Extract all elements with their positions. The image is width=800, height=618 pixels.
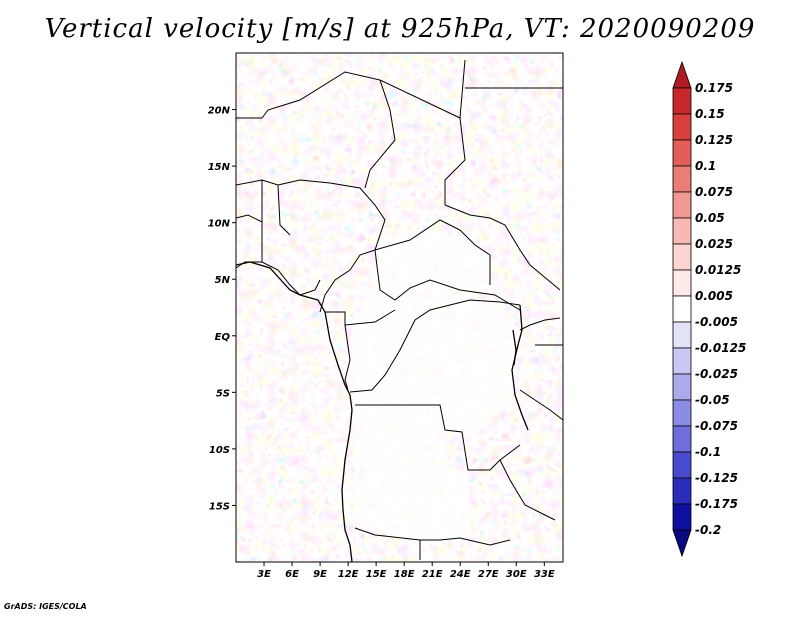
colorbar-segment: [672, 477, 692, 505]
lat-tick-label: 15S: [209, 501, 230, 512]
latitude-axis: 20N 15N 10N 5N EQ 5S 10S 15S: [208, 106, 236, 512]
colorbar-segment: [672, 503, 692, 531]
colorbar-label: 0.125: [695, 133, 733, 147]
chart-title: Vertical velocity [m/s] at 925hPa, VT: 2…: [44, 14, 756, 44]
colorbar-label: -0.05: [695, 393, 730, 407]
lat-tick-label: 5N: [215, 275, 231, 286]
lat-tick-label: 5S: [216, 388, 230, 399]
colorbar-segment: [672, 87, 692, 115]
velocity-field: [236, 53, 563, 562]
colorbar-segment: [672, 269, 692, 297]
colorbar-segment: [672, 373, 692, 401]
colorbar-segment: [672, 139, 692, 167]
colorbar-segment: [672, 217, 692, 245]
colorbar-label: -0.0125: [695, 341, 746, 355]
longitude-axis: 3E 6E 9E 12E 15E 18E 21E 24E 27E 30E 33E: [257, 562, 555, 580]
lon-tick-label: 18E: [394, 569, 415, 580]
colorbar-segment: [672, 529, 692, 558]
lat-tick-label: 10N: [208, 219, 231, 230]
colorbar-label: 0.025: [695, 237, 733, 251]
colorbar-label: 0.1: [695, 159, 716, 173]
lon-tick-label: 24E: [450, 569, 471, 580]
lon-tick-label: 33E: [534, 569, 555, 580]
colorbar-label: -0.005: [695, 315, 738, 329]
colorbar-label: -0.125: [695, 471, 738, 485]
colorbar-label: -0.025: [695, 367, 738, 381]
colorbar-segment: [672, 425, 692, 453]
colorbar-label: -0.175: [695, 497, 738, 511]
colorbar-label: 0.075: [695, 185, 733, 199]
colorbar-label: 0.05: [695, 211, 725, 225]
coastline: [236, 261, 529, 562]
colorbar-segment: [672, 399, 692, 427]
lon-tick-label: 3E: [257, 569, 271, 580]
lon-tick-label: 21E: [422, 569, 443, 580]
lat-tick-label: 15N: [208, 162, 231, 173]
colorbar-label: 0.175: [695, 81, 733, 95]
grads-credit: GrADS: IGES/COLA: [4, 602, 87, 611]
lon-tick-label: 12E: [338, 569, 359, 580]
lon-tick-label: 27E: [478, 569, 499, 580]
colorbar-segment: [672, 60, 692, 89]
colorbar-segment: [672, 321, 692, 349]
colorbar-label: -0.075: [695, 419, 738, 433]
colorbar-segment: [672, 451, 692, 479]
lat-tick-label: 10S: [209, 445, 230, 456]
colorbar-segment: [672, 295, 692, 323]
colorbar-label: -0.2: [695, 523, 721, 537]
colorbar-label: 0.005: [695, 289, 733, 303]
colorbar-segment: [672, 243, 692, 271]
colorbar: 0.175 0.15 0.125 0.1 0.075 0.05 0.025 0.0125 0.0…: [672, 60, 746, 558]
colorbar-segment: [672, 113, 692, 141]
map-frame: [235, 52, 564, 563]
lat-tick-label: EQ: [215, 332, 231, 343]
lon-tick-label: 9E: [313, 569, 327, 580]
colorbar-label: -0.1: [695, 445, 721, 459]
lat-tick-label: 20N: [208, 106, 231, 117]
lon-tick-label: 30E: [506, 569, 527, 580]
colorbar-label: 0.0125: [695, 263, 741, 277]
lon-tick-label: 15E: [366, 569, 387, 580]
country-borders: [236, 59, 563, 560]
lon-tick-label: 6E: [285, 569, 299, 580]
colorbar-segment: [672, 165, 692, 193]
colorbar-segment: [672, 347, 692, 375]
colorbar-segment: [672, 191, 692, 219]
colorbar-label: 0.15: [695, 107, 725, 121]
